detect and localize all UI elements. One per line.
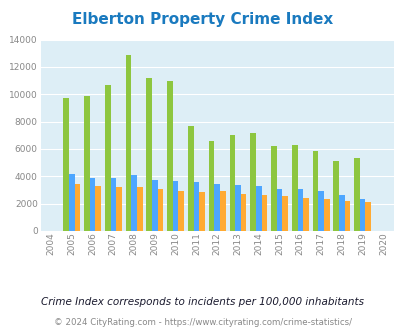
Bar: [344, 201, 350, 231]
Bar: [229, 135, 234, 231]
Bar: [255, 186, 261, 231]
Bar: [193, 182, 199, 231]
Bar: [199, 192, 205, 231]
Bar: [188, 126, 193, 231]
Bar: [359, 199, 364, 231]
Bar: [136, 186, 142, 231]
Bar: [173, 181, 178, 231]
Bar: [297, 189, 303, 231]
Text: Crime Index corresponds to incidents per 100,000 inhabitants: Crime Index corresponds to incidents per…: [41, 297, 364, 307]
Bar: [291, 145, 297, 231]
Bar: [178, 191, 183, 231]
Bar: [281, 196, 287, 231]
Bar: [338, 195, 344, 231]
Text: Elberton Property Crime Index: Elberton Property Crime Index: [72, 12, 333, 26]
Bar: [220, 191, 225, 231]
Bar: [84, 96, 90, 231]
Bar: [126, 55, 131, 231]
Text: © 2024 CityRating.com - https://www.cityrating.com/crime-statistics/: © 2024 CityRating.com - https://www.city…: [54, 318, 351, 327]
Bar: [131, 175, 136, 231]
Bar: [261, 195, 266, 231]
Bar: [75, 184, 80, 231]
Bar: [208, 142, 214, 231]
Bar: [276, 189, 281, 231]
Bar: [250, 133, 255, 231]
Bar: [333, 161, 338, 231]
Bar: [116, 186, 121, 231]
Bar: [234, 184, 240, 231]
Bar: [146, 78, 152, 231]
Bar: [312, 151, 318, 231]
Bar: [69, 174, 75, 231]
Bar: [271, 146, 276, 231]
Bar: [90, 178, 95, 231]
Bar: [303, 197, 308, 231]
Bar: [110, 178, 116, 231]
Bar: [240, 194, 246, 231]
Bar: [152, 180, 157, 231]
Bar: [323, 199, 329, 231]
Bar: [167, 81, 173, 231]
Bar: [364, 202, 370, 231]
Bar: [95, 186, 101, 231]
Bar: [63, 98, 69, 231]
Bar: [318, 191, 323, 231]
Bar: [214, 184, 220, 231]
Bar: [104, 85, 110, 231]
Bar: [157, 189, 163, 231]
Bar: [354, 158, 359, 231]
